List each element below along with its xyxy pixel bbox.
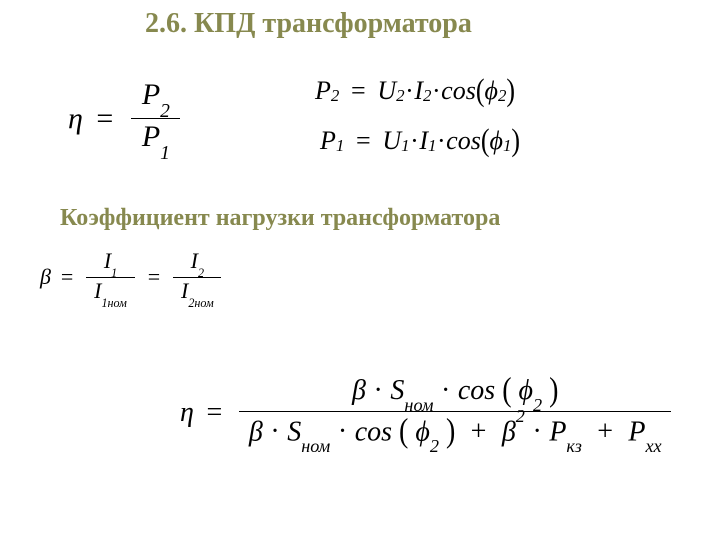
sub-xx: xx <box>645 436 661 456</box>
lparen: ( <box>502 374 511 408</box>
sym-dot: · <box>405 78 414 104</box>
sub-1: 1 <box>503 138 511 155</box>
sub-1: 1 <box>160 143 170 164</box>
lparen: ( <box>476 75 485 106</box>
sup-2: 2 <box>516 406 525 426</box>
page-title: 2.6. КПД трансформатора <box>145 8 472 40</box>
sub-2: 2 <box>498 88 506 105</box>
sub-2nom: 2ном <box>188 296 213 310</box>
equation-eta-ratio: η = P2 P1 <box>68 78 185 160</box>
sub-2: 2 <box>423 88 431 105</box>
sym-P: P <box>142 78 160 111</box>
sym-dot: · <box>410 128 419 154</box>
sym-phi: ϕ <box>490 128 503 154</box>
rparen: ) <box>511 125 520 156</box>
sym-eq: = <box>148 266 160 288</box>
sym-beta: β <box>249 416 263 447</box>
sym-dot: · <box>441 375 450 406</box>
subheading-load-coefficient: Коэффициент нагрузки трансформатора <box>60 205 500 232</box>
sym-U: U <box>377 78 396 104</box>
sym-dot: · <box>437 128 446 154</box>
sub-2: 2 <box>198 266 204 280</box>
sym-eta: η <box>68 104 83 134</box>
sym-eq: = <box>96 104 113 134</box>
sym-S: S <box>287 416 301 447</box>
sym-beta: β <box>352 375 366 406</box>
sym-P: P <box>549 416 566 447</box>
fn-cos: cos <box>355 416 392 447</box>
sym-phi: ϕ <box>519 375 534 406</box>
equation-beta: β = I1 I1ном = I2 I2ном <box>40 248 225 307</box>
sym-P: P <box>628 416 645 447</box>
equation-eta-full: η = β · Sном · cos ( ϕ2 ) β · Sном · cos… <box>180 375 676 452</box>
fn-cos: cos <box>441 78 476 104</box>
sym-plus: + <box>471 416 487 447</box>
lparen: ( <box>481 125 490 156</box>
equation-p1: P1 = U1 · I1 · cos ( ϕ1 ) <box>320 128 520 154</box>
lparen: ( <box>399 415 408 449</box>
sym-eq: = <box>351 78 366 104</box>
sym-eq: = <box>61 266 73 288</box>
sym-dot: · <box>432 78 441 104</box>
sub-2: 2 <box>533 395 542 415</box>
sym-eta: η <box>180 399 194 427</box>
sym-P: P <box>320 128 336 154</box>
sym-S: S <box>390 375 404 406</box>
fn-cos: cos <box>458 375 495 406</box>
sym-I: I <box>191 248 198 273</box>
sym-phi: ϕ <box>485 78 498 104</box>
sym-U: U <box>382 128 401 154</box>
equation-p2: P2 = U2 · I2 · cos ( ϕ2 ) <box>315 78 515 104</box>
sym-I: I <box>419 128 428 154</box>
rparen: ) <box>549 374 558 408</box>
sub-1: 1 <box>336 138 344 155</box>
sym-dot: · <box>532 416 541 447</box>
sym-P: P <box>315 78 331 104</box>
sym-dot: · <box>374 375 383 406</box>
sub-1: 1 <box>111 266 117 280</box>
sub-nom: ном <box>404 395 433 415</box>
sym-I: I <box>414 78 423 104</box>
sub-2: 2 <box>396 88 404 105</box>
sym-beta: β <box>502 416 516 447</box>
sub-2: 2 <box>160 101 170 122</box>
rparen: ) <box>446 415 455 449</box>
sym-beta: β <box>40 266 51 288</box>
rparen: ) <box>506 75 515 106</box>
fn-cos: cos <box>446 128 481 154</box>
sym-dot: · <box>338 416 347 447</box>
sym-eq: = <box>356 128 371 154</box>
sub-2: 2 <box>331 88 339 105</box>
sym-phi: ϕ <box>415 416 430 447</box>
sub-nom: ном <box>301 436 330 456</box>
sym-dot: · <box>270 416 279 447</box>
sub-2: 2 <box>430 436 439 456</box>
sub-1nom: 1ном <box>101 296 126 310</box>
sub-kz: кз <box>566 436 581 456</box>
sub-1: 1 <box>428 138 436 155</box>
sub-1: 1 <box>401 138 409 155</box>
sym-plus: + <box>597 416 613 447</box>
sym-eq: = <box>206 399 222 427</box>
sym-P: P <box>142 120 160 153</box>
